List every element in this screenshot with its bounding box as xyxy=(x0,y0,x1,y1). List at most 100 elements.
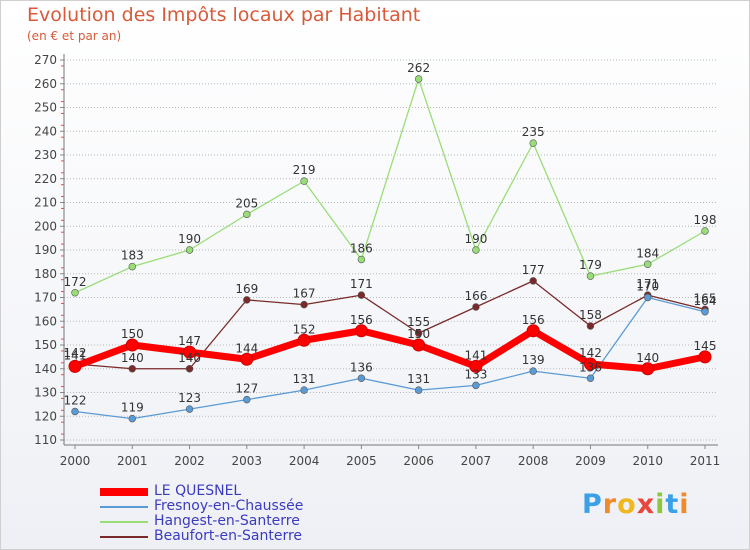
data-label: 141 xyxy=(464,348,487,362)
data-point xyxy=(185,246,194,254)
data-label: 235 xyxy=(522,125,545,139)
data-point xyxy=(357,255,366,264)
data-label: 131 xyxy=(407,372,430,386)
data-label: 156 xyxy=(522,313,545,327)
data-label: 123 xyxy=(178,391,201,405)
y-tick-label: 130 xyxy=(34,386,57,400)
data-point xyxy=(641,362,655,376)
x-tick-label: 2006 xyxy=(403,454,434,468)
series-line-2 xyxy=(74,78,706,294)
data-point xyxy=(128,262,136,271)
data-point xyxy=(701,308,709,316)
data-label: 144 xyxy=(235,341,258,355)
logo-letter: P xyxy=(582,489,603,520)
data-point xyxy=(243,296,251,304)
data-label: 190 xyxy=(178,232,201,246)
legend-swatch xyxy=(100,535,148,538)
data-label: 119 xyxy=(121,401,144,415)
data-label: 177 xyxy=(522,263,545,277)
logo-letter: i xyxy=(679,489,690,520)
data-label: 170 xyxy=(636,280,659,294)
data-label: 150 xyxy=(121,327,144,341)
data-label: 122 xyxy=(64,394,87,408)
logo-letter: i xyxy=(655,489,666,520)
data-point xyxy=(354,324,368,338)
data-point xyxy=(469,359,483,373)
y-tick-label: 180 xyxy=(34,267,57,281)
y-tick-label: 140 xyxy=(34,362,57,376)
data-label: 262 xyxy=(407,61,430,75)
data-point xyxy=(644,293,652,302)
data-label: 140 xyxy=(636,351,659,365)
legend-swatch xyxy=(100,520,148,523)
legend-swatch xyxy=(100,487,148,496)
legend-label: Beaufort-en-Santerre xyxy=(154,528,303,544)
data-point xyxy=(357,291,366,299)
logo-letter: o xyxy=(617,489,637,520)
data-point xyxy=(529,277,537,285)
x-tick-label: 2003 xyxy=(232,454,263,468)
y-tick-label: 240 xyxy=(34,124,57,138)
series-line-3 xyxy=(74,280,706,370)
x-tick-label: 2007 xyxy=(461,454,492,468)
data-point xyxy=(414,329,423,337)
y-tick-label: 210 xyxy=(34,196,57,210)
data-label: 140 xyxy=(178,351,201,365)
logo-letter: x xyxy=(636,489,656,520)
data-point xyxy=(71,407,79,416)
data-point xyxy=(300,300,308,309)
data-point xyxy=(300,177,308,185)
chart-legend: LE QUESNEL Fresnoy-en-Chaussée Hangest-en-… xyxy=(100,484,303,544)
y-tick-label: 250 xyxy=(34,101,57,115)
data-label: 171 xyxy=(350,277,373,291)
data-label: 184 xyxy=(636,246,659,260)
data-point xyxy=(185,365,194,373)
data-label: 164 xyxy=(694,294,717,308)
data-point xyxy=(183,345,197,359)
data-point xyxy=(414,75,423,83)
data-point xyxy=(526,324,540,338)
y-tick-label: 110 xyxy=(34,433,57,447)
legend-item: LE QUESNEL xyxy=(100,484,303,499)
data-label: 219 xyxy=(293,163,316,177)
data-label: 139 xyxy=(522,353,545,367)
data-point xyxy=(472,246,480,254)
y-tick-label: 170 xyxy=(34,291,57,305)
legend-label: Fresnoy-en-Chaussée xyxy=(154,498,304,514)
data-label: 165 xyxy=(694,291,717,305)
x-tick-label: 2010 xyxy=(632,454,663,468)
data-point xyxy=(701,227,709,235)
legend-item: Hangest-en-Santerre xyxy=(100,514,303,529)
data-label: 179 xyxy=(579,258,602,272)
data-point xyxy=(644,260,652,268)
data-point xyxy=(243,210,251,219)
logo-letter: t xyxy=(665,489,680,520)
data-point xyxy=(240,352,254,366)
data-label: 136 xyxy=(350,360,373,374)
x-tick-label: 2005 xyxy=(346,454,377,468)
data-label: 171 xyxy=(636,277,659,291)
data-point xyxy=(583,357,597,371)
proxiti-logo: Proxiti xyxy=(582,489,690,520)
y-tick-label: 120 xyxy=(34,409,57,423)
data-label: 205 xyxy=(235,196,258,210)
data-label: 190 xyxy=(464,232,487,246)
data-point xyxy=(243,395,251,404)
y-tick-label: 220 xyxy=(34,172,57,186)
data-label: 142 xyxy=(579,346,602,360)
y-tick-label: 190 xyxy=(34,243,57,257)
y-tick-label: 260 xyxy=(34,77,57,91)
data-point xyxy=(412,338,426,352)
y-tick-label: 200 xyxy=(34,219,57,233)
chart-subtitle: (en € et par an) xyxy=(27,29,122,43)
data-point xyxy=(71,289,79,297)
data-label: 141 xyxy=(64,348,87,362)
series-line-0 xyxy=(71,327,709,373)
legend-swatch xyxy=(100,505,148,508)
x-tick-label: 2000 xyxy=(60,454,91,468)
data-label: 145 xyxy=(694,339,717,353)
x-tick-label: 2004 xyxy=(289,454,320,468)
data-label: 169 xyxy=(235,282,258,296)
data-point xyxy=(529,367,537,375)
x-tick-label: 2002 xyxy=(174,454,205,468)
